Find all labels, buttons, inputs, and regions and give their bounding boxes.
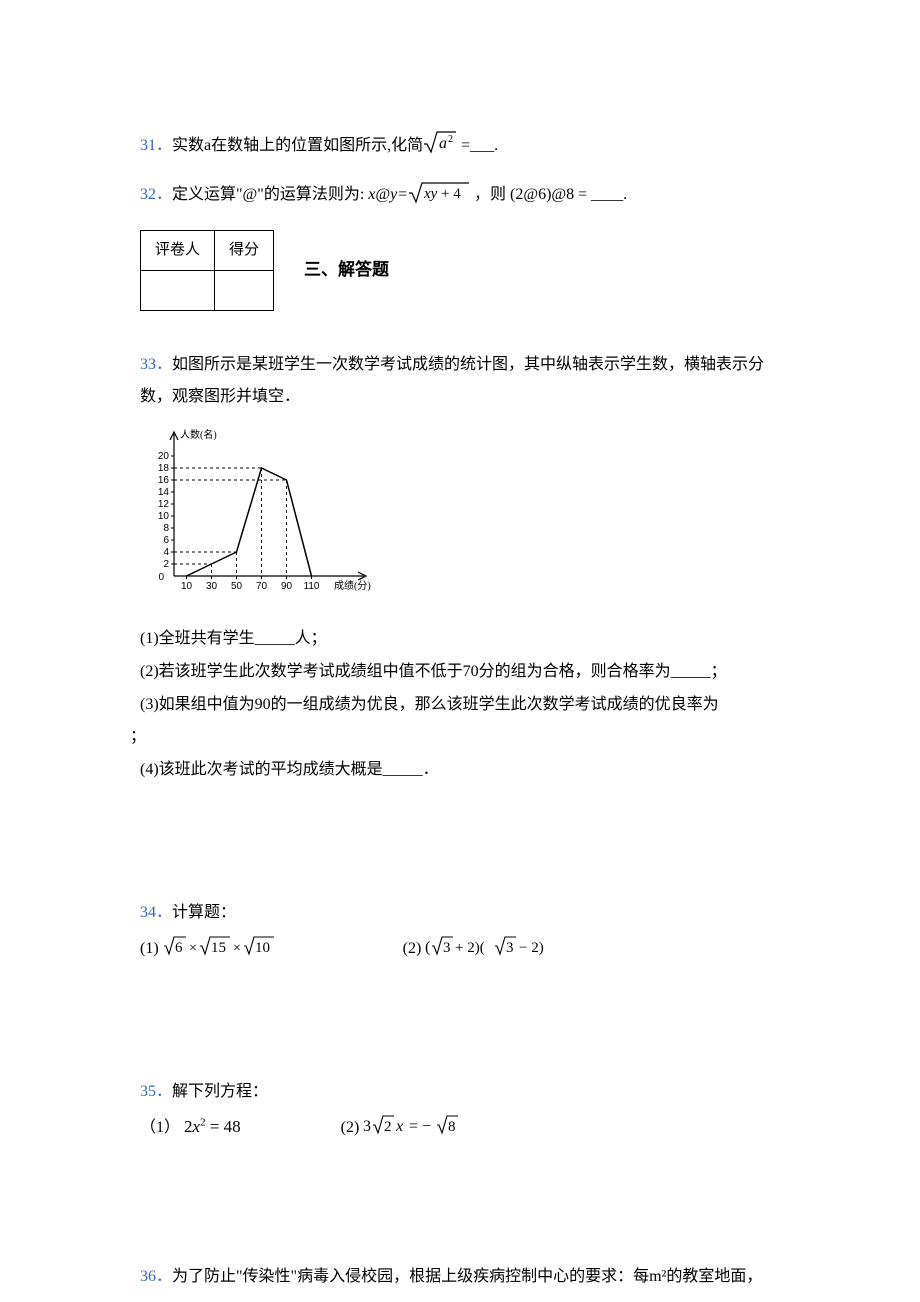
svg-text:70: 70 <box>256 581 268 592</box>
svg-text:30: 30 <box>206 581 218 592</box>
svg-text:8: 8 <box>448 1119 456 1135</box>
svg-text:10: 10 <box>181 581 193 592</box>
score-cell-2 <box>215 270 274 310</box>
svg-text:4: 4 <box>163 547 169 558</box>
question-number-32: 32． <box>140 186 172 203</box>
question-35: 35．解下列方程： （1） 2x2 = 48 (2) 3 2 x = − 8 <box>140 1078 780 1144</box>
q34-part1-formula-svg: 6 × 15 × 10 <box>163 934 283 958</box>
question-36: 36．为了防止"传染性"病毒入侵校园，根据上级疾病控制中心的要求：每m²的教室地… <box>140 1263 780 1292</box>
svg-text:x: x <box>395 1118 403 1135</box>
svg-text:12: 12 <box>158 499 170 510</box>
question-32: 32．定义运算"@"的运算法则为: x@y=xy+ 4 ，则 (2@6)@8 =… <box>140 181 780 210</box>
svg-text:+ 4: + 4 <box>441 186 461 202</box>
svg-text:15: 15 <box>211 940 226 956</box>
q34-title: 计算题： <box>172 904 236 921</box>
svg-text:10: 10 <box>158 511 170 522</box>
q35-part1: （1） 2x2 = 48 <box>140 1112 241 1143</box>
question-number-35: 35． <box>140 1083 172 1100</box>
q34-part2-formula-svg: ( 3 + 2)( 3 − 2) <box>425 934 565 958</box>
svg-text:3: 3 <box>506 940 514 956</box>
q33-sub1: (1)全班共有学生_____人； <box>140 625 780 654</box>
q34-parts: (1) 6 × 15 × 10 (2) ( 3 + 2)( 3 − 2) <box>140 934 780 964</box>
q32-formula-sqrt: xy+ 4 <box>408 186 470 203</box>
q31-text-before: 实数a在数轴上的位置如图所示,化简 <box>172 137 423 154</box>
q32-formula-left: x@y= <box>368 186 408 203</box>
q33-intro-line2: 数，观察图形并填空． <box>140 383 780 412</box>
score-table: 评卷人 得分 <box>140 230 274 311</box>
q35-part2-formula-svg: 3 2 x = − 8 <box>363 1112 473 1138</box>
svg-text:10: 10 <box>255 940 270 956</box>
q33-sub3-l1: (3)如果组中值为90的一组成绩为优良，那么该班学生此次数学考试成绩的优良率为 <box>140 691 780 720</box>
q35-parts: （1） 2x2 = 48 (2) 3 2 x = − 8 <box>140 1112 780 1143</box>
svg-text:人数(名): 人数(名) <box>180 428 217 441</box>
q34-part2: (2) ( 3 + 2)( 3 − 2) <box>403 934 566 964</box>
q33-intro-line1: 如图所示是某班学生一次数学考试成绩的统计图，其中纵轴表示学生数，横轴表示分 <box>172 356 764 373</box>
q35-part1-label: （1） <box>140 1119 180 1136</box>
score-cell-1 <box>141 270 215 310</box>
svg-text:2: 2 <box>163 559 169 570</box>
q34-part2-label: (2) <box>403 940 422 957</box>
question-number-36: 36． <box>140 1268 172 1285</box>
q32-text-before: 定义运算"@"的运算法则为: <box>172 186 368 203</box>
question-34: 34．计算题： (1) 6 × 15 × 10 (2) ( 3 + 2)( <box>140 899 780 964</box>
svg-text:+ 2)(: + 2)( <box>455 940 485 956</box>
q36-text: 为了防止"传染性"病毒入侵校园，根据上级疾病控制中心的要求：每m²的教室地面， <box>172 1268 762 1285</box>
svg-text:×: × <box>189 941 197 956</box>
svg-text:xy: xy <box>423 186 438 202</box>
svg-text:8: 8 <box>163 523 169 534</box>
svg-text:×: × <box>233 941 241 956</box>
svg-text:2: 2 <box>448 134 453 145</box>
q33-sub2: (2)若该班学生此次数学考试成绩组中值不低于70分的组为合格，则合格率为____… <box>140 658 780 687</box>
q32-formula-right: (2@6)@8 = ____. <box>510 186 627 203</box>
svg-text:50: 50 <box>231 581 243 592</box>
q35-part1-formula: 2x2 = 48 <box>184 1117 241 1136</box>
section-3-title: 三、解答题 <box>304 255 389 286</box>
svg-text:(: ( <box>425 939 430 956</box>
q34-part1-label: (1) <box>140 940 159 957</box>
svg-text:成绩(分): 成绩(分) <box>334 579 371 592</box>
svg-text:90: 90 <box>281 581 293 592</box>
svg-text:6: 6 <box>175 940 183 956</box>
q33-subquestions: (1)全班共有学生_____人； (2)若该班学生此次数学考试成绩组中值不低于7… <box>140 625 780 785</box>
svg-text:14: 14 <box>158 487 170 498</box>
svg-text:3: 3 <box>443 940 451 956</box>
svg-text:= −: = − <box>409 1118 431 1135</box>
q32-text-mid: ，则 <box>470 186 510 203</box>
question-number-31: 31． <box>140 137 172 154</box>
svg-text:a: a <box>439 135 447 152</box>
section-3-header-row: 评卷人 得分 三、解答题 <box>140 230 780 311</box>
svg-text:2: 2 <box>384 1119 392 1135</box>
q33-chart: 024681012141618201030507090110人数(名)成绩(分) <box>140 426 780 607</box>
svg-text:16: 16 <box>158 475 170 486</box>
question-31: 31．实数a在数轴上的位置如图所示,化简a2 =___. <box>140 130 780 161</box>
q35-part2: (2) 3 2 x = − 8 <box>341 1112 474 1143</box>
q31-formula: a2 <box>423 137 457 154</box>
q33-sub3-l2: ； <box>130 723 780 752</box>
q33-intro: 33．如图所示是某班学生一次数学考试成绩的统计图，其中纵轴表示学生数，横轴表示分 <box>140 351 780 380</box>
q35-title: 解下列方程： <box>172 1083 268 1100</box>
svg-text:110: 110 <box>304 581 320 592</box>
q33-sub4: (4)该班此次考试的平均成绩大概是_____． <box>140 756 780 785</box>
question-number-34: 34． <box>140 904 172 921</box>
q31-text-after: =___. <box>457 137 498 154</box>
svg-text:6: 6 <box>163 535 169 546</box>
score-header-1: 评卷人 <box>141 230 215 270</box>
svg-text:20: 20 <box>158 451 170 462</box>
q34-part1: (1) 6 × 15 × 10 <box>140 934 283 964</box>
svg-text:18: 18 <box>158 463 170 474</box>
question-33: 33．如图所示是某班学生一次数学考试成绩的统计图，其中纵轴表示学生数，横轴表示分… <box>140 351 780 785</box>
svg-text:0: 0 <box>158 572 164 583</box>
svg-text:− 2): − 2) <box>519 940 544 956</box>
q35-part2-label: (2) <box>341 1119 360 1136</box>
score-header-2: 得分 <box>215 230 274 270</box>
question-number-33: 33． <box>140 356 172 373</box>
svg-text:3: 3 <box>363 1118 371 1135</box>
